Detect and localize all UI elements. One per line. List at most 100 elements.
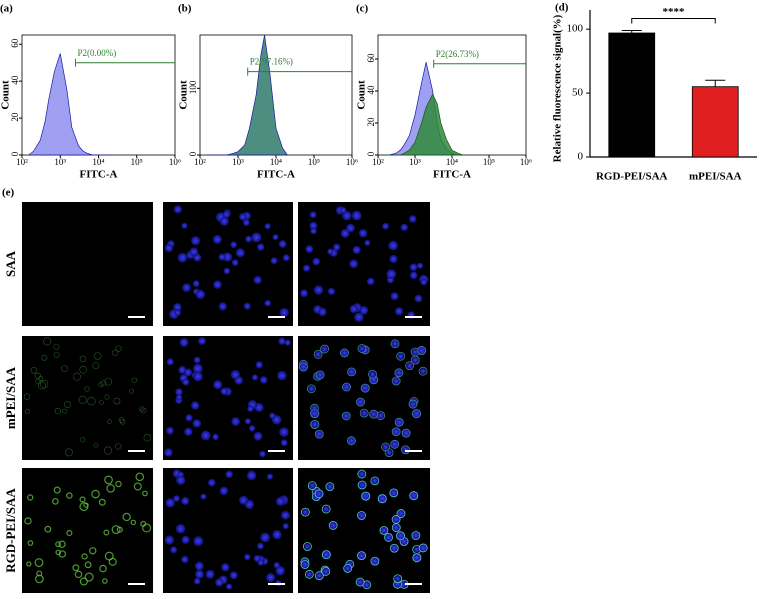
green-overlay [328, 521, 338, 530]
x-tick-label: 10⁶ [169, 157, 181, 167]
nucleus [327, 248, 334, 255]
nucleus [192, 363, 203, 374]
nucleus [379, 526, 388, 535]
nucleus [284, 339, 291, 346]
nucleus [305, 245, 314, 254]
green-cell [99, 564, 107, 573]
green-overlay [307, 481, 317, 490]
panel-label: (c) [356, 3, 369, 15]
green-overlay [320, 344, 329, 354]
green-overlay [401, 428, 411, 438]
nucleus [279, 307, 289, 318]
x-tick-label: RGD-PEI/SAA [596, 171, 668, 183]
nucleus [414, 294, 423, 303]
nucleus [340, 348, 349, 358]
green-cell [131, 377, 138, 384]
nucleus [342, 382, 351, 392]
nucleus [321, 549, 332, 560]
green-overlay [321, 567, 331, 576]
nucleus [174, 309, 182, 317]
green-overlay [390, 439, 400, 449]
green-overlay [396, 531, 405, 541]
histogram-area [27, 53, 111, 156]
nucleus [409, 215, 417, 223]
nucleus [369, 410, 378, 419]
nucleus [207, 478, 216, 487]
green-cell [130, 519, 137, 526]
bar [691, 86, 739, 158]
nucleus [419, 368, 427, 375]
nucleus [247, 405, 254, 412]
nucleus [245, 235, 252, 243]
green-overlay [384, 532, 393, 542]
nucleus [346, 223, 355, 233]
x-axis-label: FITC-A [257, 169, 295, 181]
nucleus [411, 531, 421, 540]
nucleus [219, 486, 229, 496]
nucleus [173, 303, 182, 312]
nucleus [357, 511, 366, 520]
green-overlay [340, 348, 349, 358]
green-overlay [313, 350, 323, 359]
y-axis-label: Count [356, 80, 368, 110]
nucleus [218, 253, 226, 261]
histogram-area [206, 34, 289, 156]
x-tick-label: 10² [16, 157, 28, 167]
nucleus [396, 509, 406, 518]
green-cell [87, 397, 96, 406]
nucleus [259, 450, 266, 458]
nucleus [315, 370, 325, 380]
green-cell [54, 407, 62, 415]
green-cell [35, 574, 44, 584]
nucleus [352, 245, 361, 255]
green-overlay [299, 362, 308, 372]
nucleus [401, 428, 411, 438]
nucleus [390, 292, 399, 301]
nucleus [411, 552, 422, 563]
green-overlay [325, 482, 335, 492]
nucleus [277, 370, 287, 381]
nucleus [280, 439, 288, 447]
nucleus [243, 302, 251, 310]
nucleus [366, 277, 375, 286]
nucleus [229, 571, 238, 580]
nucleus [418, 543, 428, 553]
nucleus [309, 211, 317, 219]
green-cell [66, 529, 73, 537]
green-cell [103, 529, 110, 536]
green-overlay [412, 553, 422, 563]
nucleus [343, 564, 352, 573]
nucleus [302, 264, 311, 272]
nucleus [390, 439, 400, 449]
green-cell [102, 578, 108, 584]
nucleus [198, 337, 206, 345]
nucleus [391, 340, 399, 348]
nucleus [192, 419, 202, 428]
row-label: mPEI/SAA [3, 366, 18, 429]
nucleus [272, 234, 279, 241]
panel-label: (a) [0, 3, 13, 15]
nucleus [251, 374, 259, 381]
green-cell [43, 337, 52, 346]
nucleus [230, 241, 237, 248]
nucleus [212, 234, 222, 244]
nucleus [389, 254, 398, 264]
green-overlay [418, 366, 428, 376]
nucleus [221, 563, 230, 572]
micrograph-bg [298, 202, 430, 326]
nucleus [349, 304, 359, 314]
green-cell [122, 512, 131, 522]
y-tick-label: 20 [10, 112, 20, 122]
green-overlay [306, 384, 316, 394]
green-overlay [401, 445, 410, 455]
y-tick-label: 0 [188, 151, 198, 156]
green-overlay [409, 491, 419, 501]
nucleus [394, 368, 404, 378]
green-overlay [303, 542, 312, 551]
nucleus [182, 378, 190, 386]
green-cell [27, 494, 34, 501]
nucleus [356, 397, 365, 407]
nucleus [244, 553, 251, 561]
green-cell [142, 490, 148, 497]
nucleus [406, 362, 413, 370]
